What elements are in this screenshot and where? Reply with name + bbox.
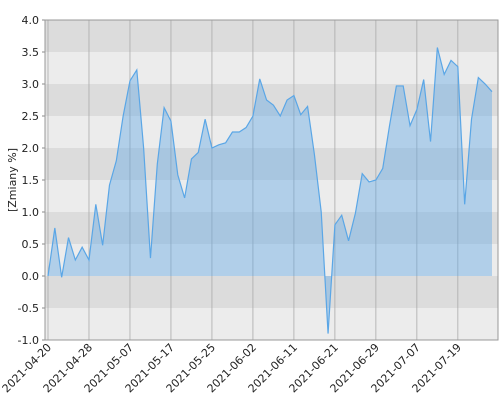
y-tick-label: -1.0 <box>18 334 39 347</box>
y-tick-label: 2.0 <box>22 142 40 155</box>
grid-band <box>45 180 498 212</box>
grid-band <box>45 20 498 52</box>
y-tick-label: 0.0 <box>22 270 40 283</box>
y-tick-label: 1.0 <box>22 206 40 219</box>
grid-band <box>45 244 498 276</box>
y-tick-label: 3.5 <box>22 46 40 59</box>
y-tick-label: 3.0 <box>22 78 40 91</box>
y-tick-label: 4.0 <box>22 14 40 27</box>
plot-frame <box>44 19 499 341</box>
grid-band <box>45 148 498 180</box>
grid-band <box>45 52 498 84</box>
grid-band <box>45 212 498 244</box>
grid-band <box>45 84 498 116</box>
y-tick-label: 2.5 <box>22 110 40 123</box>
y-tick-label: -0.5 <box>18 302 39 315</box>
y-axis-label: [Zmiany %] <box>6 148 19 212</box>
y-tick-label: 1.5 <box>22 174 40 187</box>
y-tick-label: 0.5 <box>22 238 40 251</box>
line <box>47 47 493 334</box>
grid-band <box>45 276 498 308</box>
grid-band <box>45 308 498 340</box>
area-fill <box>48 47 492 334</box>
